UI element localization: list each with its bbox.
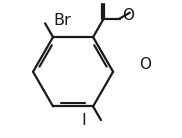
Text: O: O bbox=[140, 57, 151, 72]
Text: O: O bbox=[122, 8, 134, 23]
Text: Br: Br bbox=[53, 13, 71, 27]
Text: I: I bbox=[81, 113, 86, 128]
